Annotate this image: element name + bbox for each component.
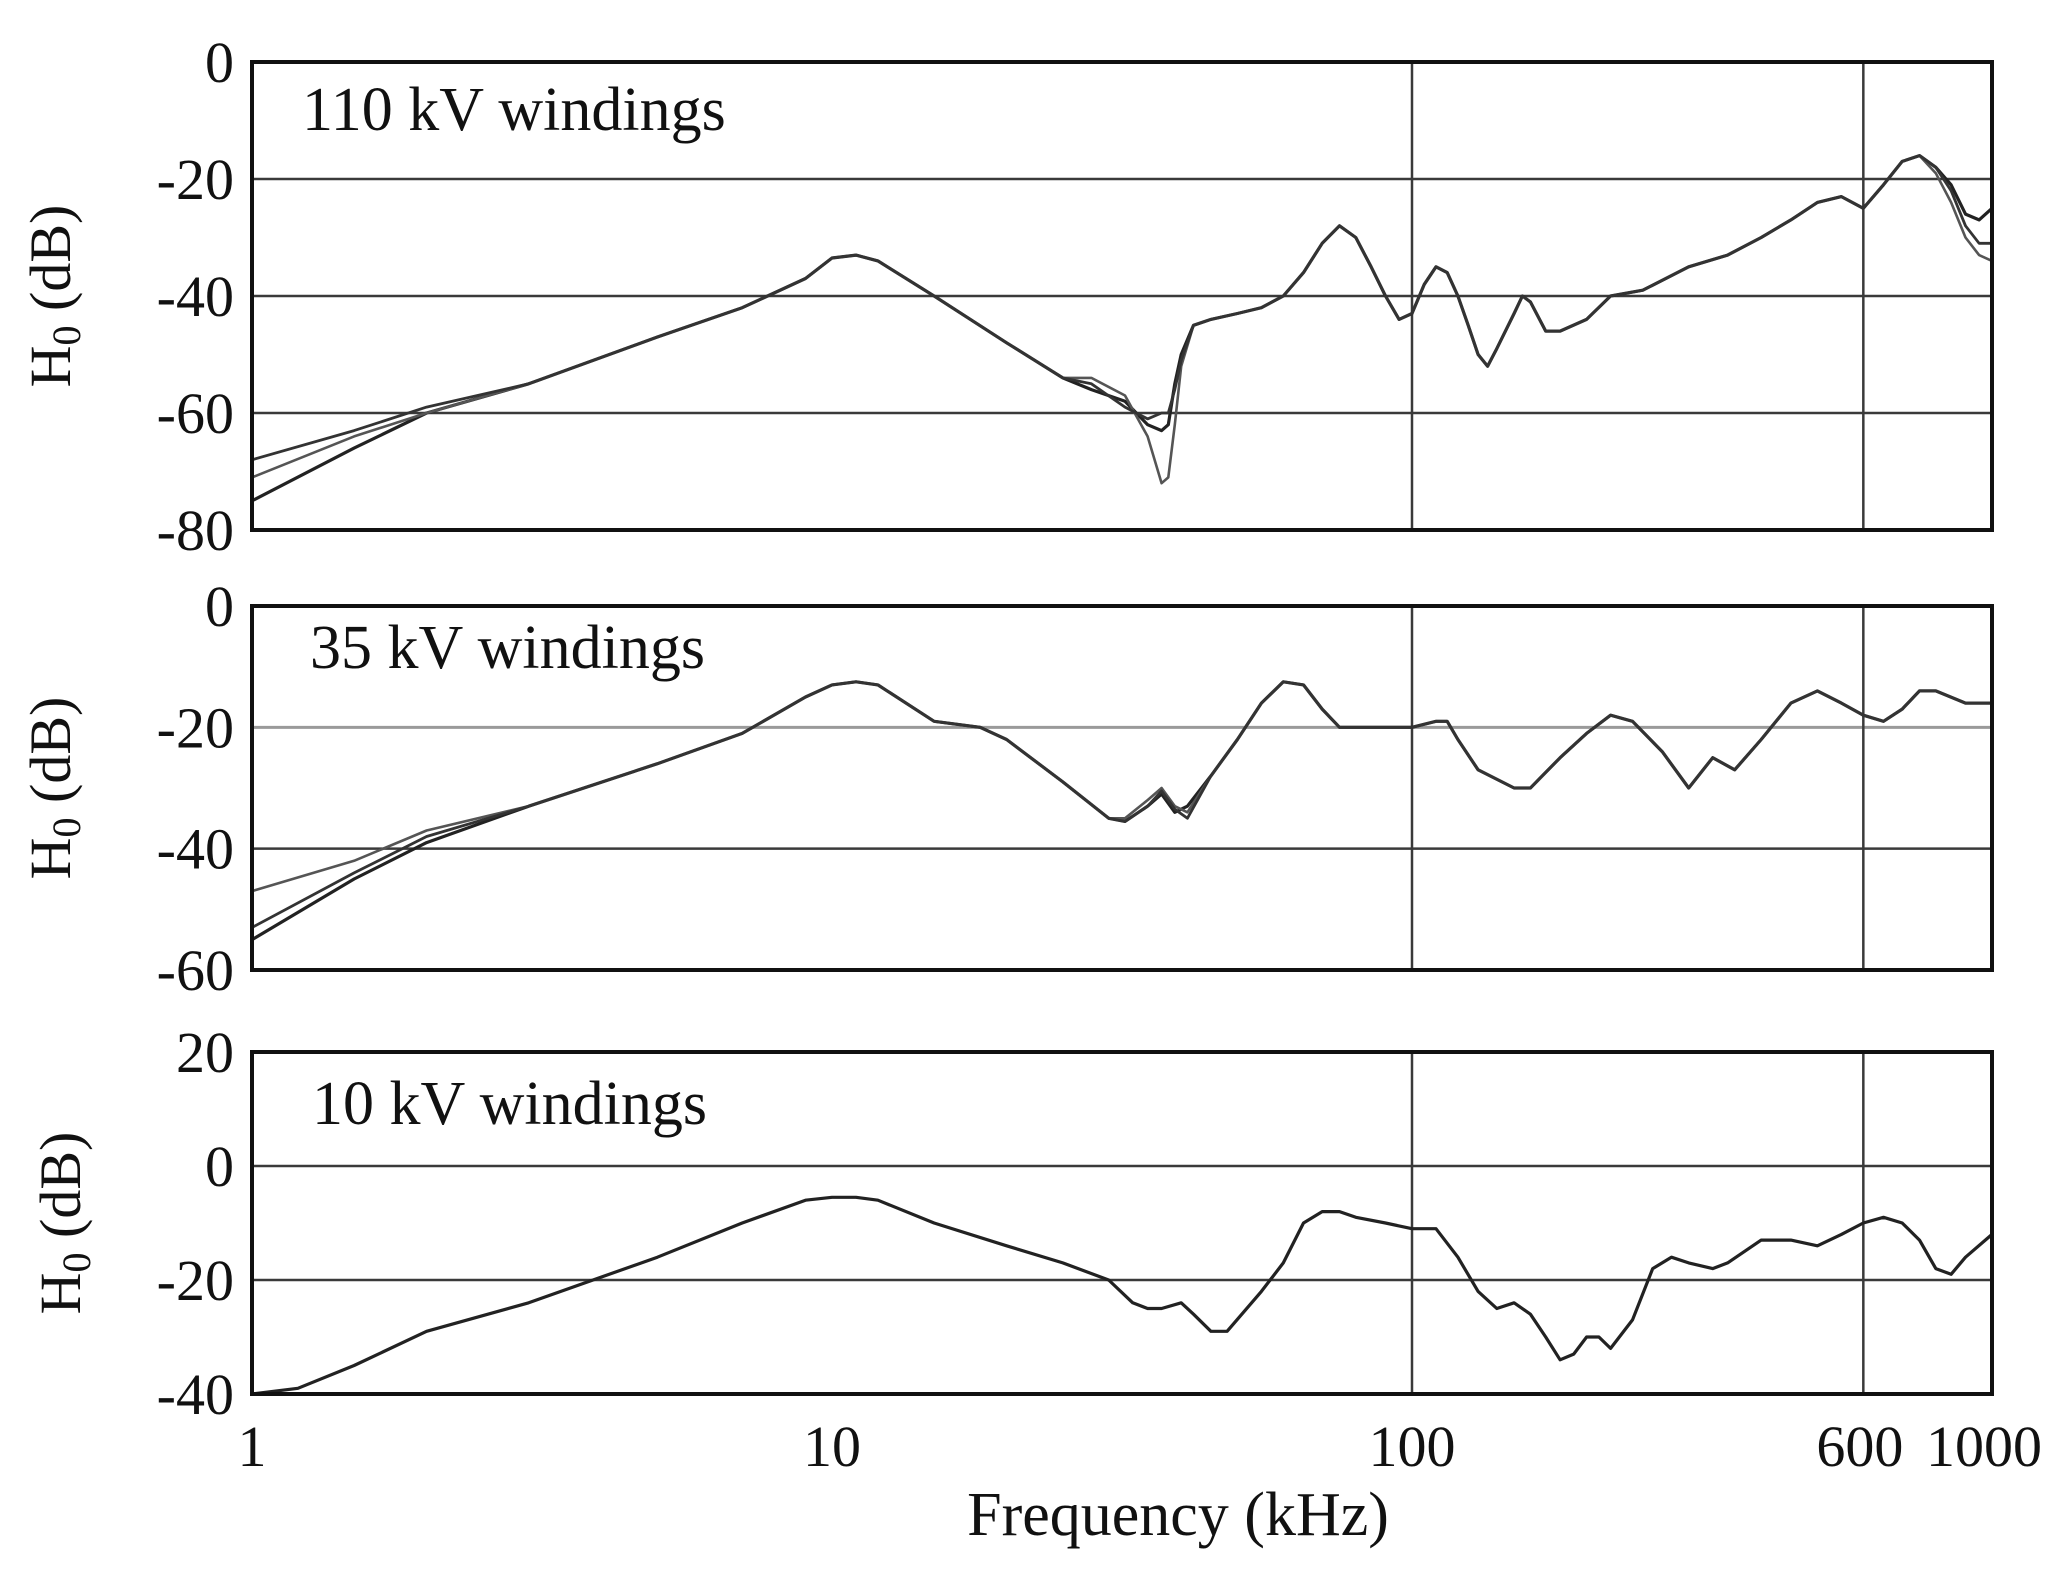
x-tick-label: 600 [1816,1414,1903,1479]
y-tick-label: -20 [157,695,234,760]
panel-label: 35 kV windings [310,614,705,682]
series-line-3 [250,680,1994,929]
y-tick-label: 20 [176,1020,234,1085]
plot-frame [250,1050,1994,1396]
panel-label: 10 kV windings [312,1070,707,1138]
y-tick-label: -60 [157,381,234,446]
x-axis-label: Frequency (kHz) [967,1481,1389,1549]
series-line-1 [250,1195,1994,1396]
series-line-2 [250,154,1994,485]
x-tick-label: 1 [238,1414,267,1479]
y-tick-label: -20 [157,1248,234,1313]
y-tick-label: -60 [157,938,234,1003]
panel-110kv: 0 -20 -40 -60 -80 110 kV windings H0 (dB) [18,30,1994,563]
plot-frame [250,60,1994,532]
series-line-3 [250,154,1994,462]
y-tick-label: 0 [205,30,234,95]
y-tick-label: -40 [157,1362,234,1427]
series-line-1 [250,154,1994,503]
y-tick-label: -80 [157,498,234,563]
y-tick-label: 0 [205,1134,234,1199]
series-line-2 [250,680,1994,893]
panel-10kv: 20 0 -20 -40 10 kV windings H0 (dB) 1 10 100 600 1… [28,1020,2042,1479]
y-tick-label: -40 [157,817,234,882]
y-axis-label: H0 (dB) [18,697,89,880]
plot-frame [250,604,1994,972]
panel-35kv: 0 -20 -40 -60 35 kV windings H0 (dB) [18,574,1994,1003]
y-axis-label: H0 (dB) [18,205,89,388]
y-tick-label: -40 [157,264,234,329]
x-tick-label: 10 [803,1414,861,1479]
x-tick-label: 1000 [1926,1414,2042,1479]
y-tick-label: 0 [205,574,234,639]
y-tick-label: -20 [157,147,234,212]
panel-label: 110 kV windings [302,76,726,144]
y-axis-label: H0 (dB) [28,1132,99,1315]
x-tick-label: 100 [1369,1414,1456,1479]
